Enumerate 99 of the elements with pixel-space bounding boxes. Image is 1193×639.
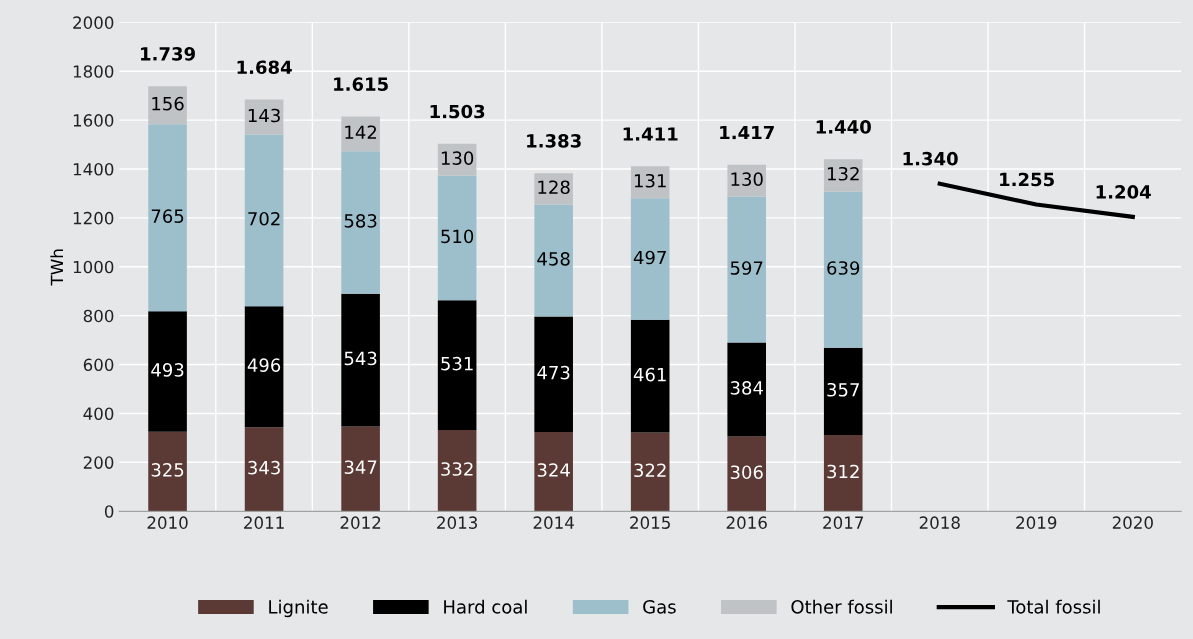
total-label: 1.503 [430,104,485,119]
bar [534,432,573,512]
y-tick-label: 1800 [73,65,114,78]
bar [148,311,187,432]
bar [148,124,187,312]
bar [630,198,670,320]
bar [630,432,670,512]
data-label: 156 [152,96,184,111]
data-label: 597 [730,261,763,275]
y-tick-label: 400 [83,407,114,420]
total-label: 1.383 [527,134,581,148]
bar [244,306,284,428]
total-label: 1.417 [720,125,774,140]
data-label: 496 [247,358,281,372]
x-tick-label: 2016 [726,516,767,529]
bar [437,430,477,512]
data-label: 143 [248,108,280,123]
data-label: 347 [344,460,377,475]
data-label: 1.340 [903,151,958,166]
data-label: 306 [730,465,763,480]
data-label: 1.255 [1000,172,1054,187]
total-label: 1.615 [334,77,388,91]
bar [727,196,767,343]
x-tick-label: 2019 [1016,516,1057,529]
data-label: 1.204 [1096,185,1151,199]
bar [823,159,863,192]
x-tick-label: 2020 [1112,516,1153,529]
bar [341,116,380,152]
bar [148,431,187,512]
y-tick-label: 2000 [73,16,114,29]
legend-label: Gas [643,600,676,614]
data-label: 357 [827,382,859,397]
x-tick-label: 2010 [147,516,188,529]
total-label: 1.739 [141,47,195,61]
x-tick-label: 2014 [533,516,574,529]
legend-label: Hard coal [444,599,527,614]
total-label: 1.684 [237,60,292,75]
legend-label: Total fossil [1007,599,1100,614]
data-label: 702 [248,211,280,226]
y-tick-label: 1000 [73,260,114,274]
legend-label: Lignite [269,599,328,618]
y-tick-label: 1200 [73,211,114,225]
x-tick-label: 2018 [919,516,960,529]
data-label: 493 [151,363,184,377]
x-tick-label: 2015 [630,516,670,529]
data-label: 765 [151,209,184,224]
bar [437,300,477,431]
data-label: 458 [537,252,570,266]
bar [823,434,863,512]
y-tick-label: 0 [104,505,114,518]
y-tick-label: 600 [83,358,114,372]
data-label: 583 [344,214,377,228]
data-label: 130 [731,172,763,186]
y-tick-label: 1400 [73,162,114,176]
x-tick-label: 2013 [437,516,478,529]
data-label: 324 [537,463,570,477]
data-label: 510 [441,229,474,244]
x-tick-label: 2012 [340,516,381,529]
bar [437,175,477,301]
bar [341,293,380,427]
data-label: 130 [441,151,474,165]
legend-label: Other fossil [791,599,892,614]
bar [823,347,863,435]
bar [341,151,380,294]
data-label: 142 [345,125,377,139]
data-label: 461 [633,367,666,382]
bar [244,427,284,512]
data-label: 343 [248,460,280,475]
bar [727,164,767,197]
total-label: 1.440 [816,120,871,134]
data-label: 531 [441,356,473,371]
data-label: 497 [633,250,666,265]
data-label: 312 [827,464,859,479]
y-tick-label: 1600 [73,114,114,127]
data-label: 332 [441,462,473,476]
x-tick-label: 2011 [244,516,284,529]
data-label: 473 [537,365,570,380]
bar [244,134,284,307]
bar [341,426,380,512]
y-axis-title: TWh [50,249,63,286]
total-label: 1.411 [623,127,678,141]
bar [630,319,670,433]
data-label: 128 [538,180,570,195]
bar [727,436,767,512]
data-label: 639 [827,261,860,275]
data-label: 131 [634,173,666,188]
data-label: 325 [151,463,184,477]
data-label: 543 [344,351,377,366]
y-tick-label: 800 [83,309,114,323]
data-label: 322 [634,463,666,478]
bar [823,191,863,348]
bar [727,342,767,437]
bar [534,204,573,317]
y-tick-label: 200 [83,456,114,469]
data-label: 384 [730,381,763,395]
data-label: 132 [827,166,859,181]
bar [148,86,187,125]
bar [534,316,573,433]
x-tick-label: 2017 [823,516,864,529]
